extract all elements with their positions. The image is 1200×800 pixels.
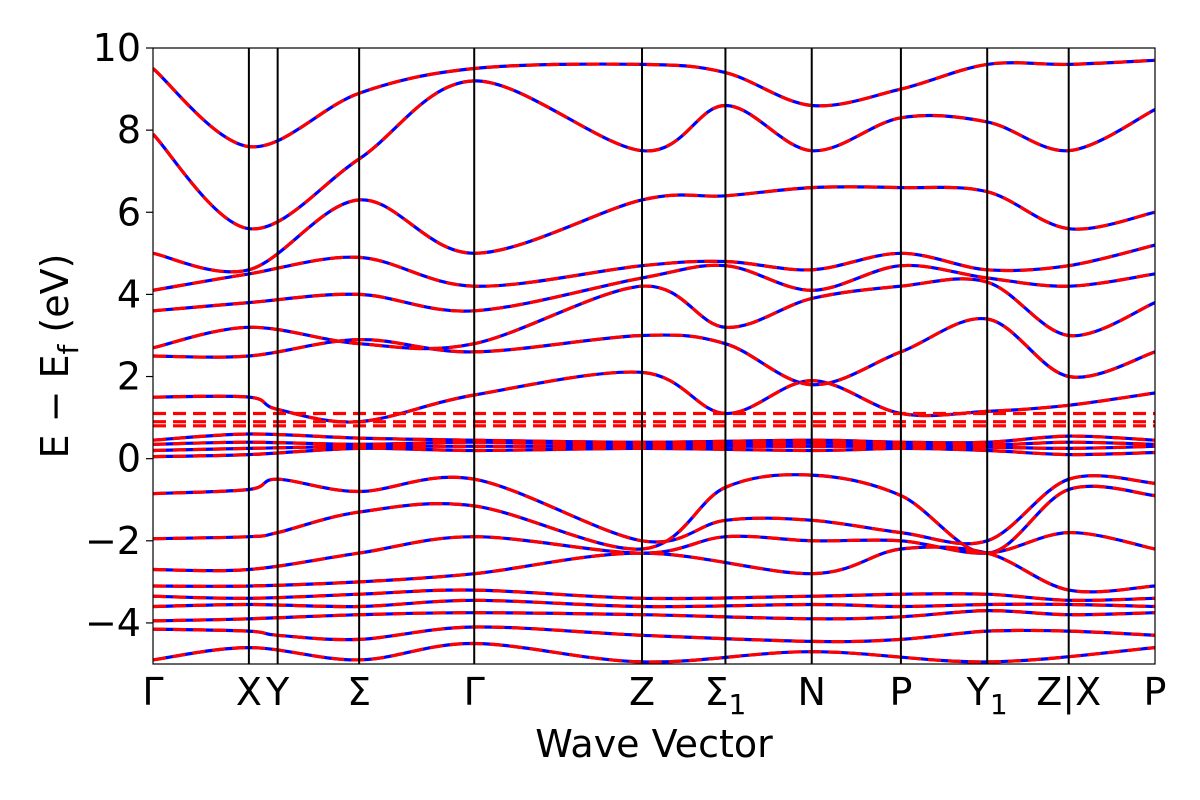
- high-symmetry-lines: [247, 48, 1070, 664]
- y-tick-label-0: −4: [85, 601, 141, 645]
- x-tick-label-8: P: [889, 670, 912, 714]
- x-tick-label-1: X: [236, 670, 262, 714]
- x-axis-ticks: Γ X Y Σ Γ Z Σ1 N P Y1 Z|X P: [142, 670, 1166, 721]
- x-tick-label-10: Z|X: [1036, 670, 1101, 715]
- y-axis-label-sub: f: [52, 343, 85, 354]
- x-tick-label-11: P: [1144, 670, 1167, 714]
- fit-band-0: [153, 641, 1155, 664]
- fit-band-10: [153, 444, 1155, 453]
- x-tick-label-3: Σ: [347, 670, 371, 714]
- y-tick-label-6: 8: [117, 108, 141, 152]
- x-tick-label-2: Y: [265, 670, 290, 714]
- x-tick-label-7: N: [798, 670, 826, 714]
- fit-band-16: [153, 263, 1155, 313]
- fit-band-14: [153, 317, 1155, 387]
- y-tick-label-7: 10: [93, 26, 141, 70]
- fit-band-20: [153, 58, 1155, 149]
- x-axis-label: Wave Vector: [535, 722, 773, 766]
- fit-band-18: [153, 185, 1155, 274]
- fit-band-15: [153, 277, 1155, 351]
- x-tick-label-0: Γ: [142, 670, 163, 714]
- y-tick-label-1: −2: [85, 519, 141, 563]
- fit-band-19: [153, 79, 1155, 231]
- y-tick-label-4: 4: [117, 272, 141, 316]
- y-axis-ticks: −4 −2 0 2 4 6 8 10: [85, 26, 153, 645]
- x-tick-label-5: Z: [629, 670, 655, 714]
- y-axis-label-unit: (eV): [33, 254, 77, 333]
- x-tick-label-4: Γ: [464, 670, 485, 714]
- fit-band-12: [153, 432, 1155, 445]
- fit-band-2: [153, 608, 1155, 623]
- fit-band-9: [153, 446, 1155, 459]
- y-tick-label-2: 0: [117, 437, 141, 481]
- fit-band-4: [153, 588, 1155, 603]
- y-tick-label-3: 2: [117, 355, 141, 399]
- y-tick-label-5: 6: [117, 190, 141, 234]
- fit-band-5: [153, 545, 1155, 594]
- fit-band-6: [153, 530, 1155, 573]
- fit-band-3: [153, 598, 1155, 609]
- fit-band-17: [153, 243, 1155, 292]
- y-axis-label-main: E − E: [33, 354, 77, 458]
- fit-band-11: [153, 440, 1155, 447]
- y-axis-label: E − Ef (eV): [33, 254, 85, 459]
- plot-frame: [152, 47, 1156, 665]
